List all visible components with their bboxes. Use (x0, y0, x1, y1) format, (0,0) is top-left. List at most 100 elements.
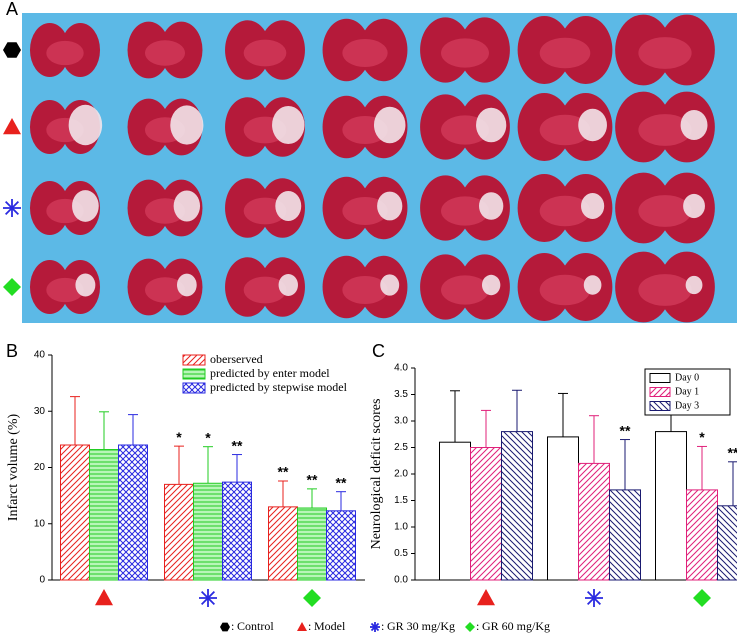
slice-core (144, 40, 186, 66)
y-tick-label: 3.0 (394, 416, 408, 427)
legend-label: Control (237, 619, 274, 633)
infarct-area (272, 105, 305, 145)
bar (501, 431, 533, 581)
infarct-area (581, 193, 605, 219)
infarct-area (683, 193, 705, 219)
legend-swatch (649, 401, 671, 411)
panel-label: C (372, 341, 385, 361)
infarct-area (685, 275, 703, 295)
infarct-area (75, 273, 96, 297)
y-tick-label: 1.5 (394, 495, 408, 506)
infarct-area (275, 190, 302, 222)
significance-label: * (176, 429, 182, 445)
bar (609, 489, 641, 581)
legend-separator: : (231, 619, 234, 633)
bar (89, 449, 119, 581)
panel-label: A (6, 0, 18, 19)
slice-core (46, 277, 84, 303)
group-marker (693, 589, 711, 607)
y-tick-label: 4.0 (394, 363, 408, 374)
bar (439, 441, 471, 581)
legend-swatch (182, 382, 206, 394)
group-marker (200, 590, 216, 606)
legend-swatch (182, 354, 206, 366)
group-marker (303, 589, 321, 607)
y-tick-label: 0.5 (394, 548, 408, 559)
infarct-area (278, 273, 298, 297)
infarct-area (479, 192, 504, 220)
bar (297, 507, 327, 581)
slice-core (539, 37, 591, 69)
legend-label: oberserved (210, 352, 263, 366)
slice-core (46, 40, 84, 66)
slice-core (539, 274, 591, 306)
bar (164, 483, 194, 581)
y-tick-label: 20 (34, 462, 46, 473)
infarct-area (583, 275, 602, 295)
infarct-area (680, 109, 708, 141)
legend-separator: : (476, 619, 479, 633)
legend-label: Day 1 (675, 386, 699, 397)
significance-label: ** (232, 437, 243, 453)
legend-label: predicted by stepwise model (210, 380, 348, 394)
group-marker (586, 590, 602, 606)
y-tick-label: 2.5 (394, 442, 408, 453)
slice-core (243, 276, 287, 304)
bar (118, 444, 148, 581)
legend-label: predicted by enter model (210, 366, 330, 380)
significance-label: ** (307, 472, 318, 488)
y-axis-label: Infarct volume (%) (6, 414, 21, 522)
slice-core (638, 114, 692, 146)
group-marker (297, 622, 307, 631)
infarct-area (377, 191, 403, 221)
group-marker (3, 42, 21, 58)
bar (60, 444, 90, 581)
legend-swatch (649, 373, 671, 383)
legend-label: Day 0 (675, 372, 699, 383)
group-marker (3, 118, 21, 135)
y-tick-label: 40 (34, 350, 46, 361)
significance-label: ** (728, 445, 737, 461)
group-marker (477, 589, 495, 606)
bar (193, 482, 223, 581)
legend-swatch (182, 368, 206, 380)
y-tick-label: 1.0 (394, 522, 408, 533)
legend-label: GR 30 mg/Kg (387, 619, 455, 633)
bar (547, 436, 579, 581)
slice-core (441, 38, 489, 68)
infarct-area (170, 105, 204, 145)
significance-label: * (699, 429, 705, 445)
significance-label: * (205, 429, 211, 445)
slice-core (638, 37, 692, 69)
infarct-area (176, 273, 197, 297)
infarct-area (476, 107, 507, 143)
slice-core (638, 274, 692, 306)
legend-swatch (649, 387, 671, 397)
slice-core (539, 114, 591, 146)
infarct-area (578, 108, 607, 142)
group-marker (3, 278, 21, 296)
bar (326, 510, 356, 581)
slice-core (441, 275, 489, 305)
infarct-area (373, 106, 406, 144)
group-marker (95, 589, 113, 606)
legend-label: Day 3 (675, 400, 699, 411)
bar (470, 447, 502, 581)
group-marker (370, 622, 380, 632)
slice-core (539, 195, 591, 227)
y-tick-label: 3.5 (394, 389, 408, 400)
slice-core (144, 277, 186, 303)
group-marker (4, 200, 20, 216)
legend-label: GR 60 mg/Kg (482, 619, 550, 633)
group-marker (465, 622, 475, 632)
infarct-area (68, 104, 103, 146)
y-tick-label: 2.0 (394, 469, 408, 480)
legend-label: Model (314, 619, 346, 633)
significance-label: ** (278, 464, 289, 480)
bar (655, 431, 687, 581)
bar (268, 506, 298, 581)
infarct-area (481, 274, 501, 296)
group-marker (220, 622, 230, 632)
bar (686, 489, 718, 581)
